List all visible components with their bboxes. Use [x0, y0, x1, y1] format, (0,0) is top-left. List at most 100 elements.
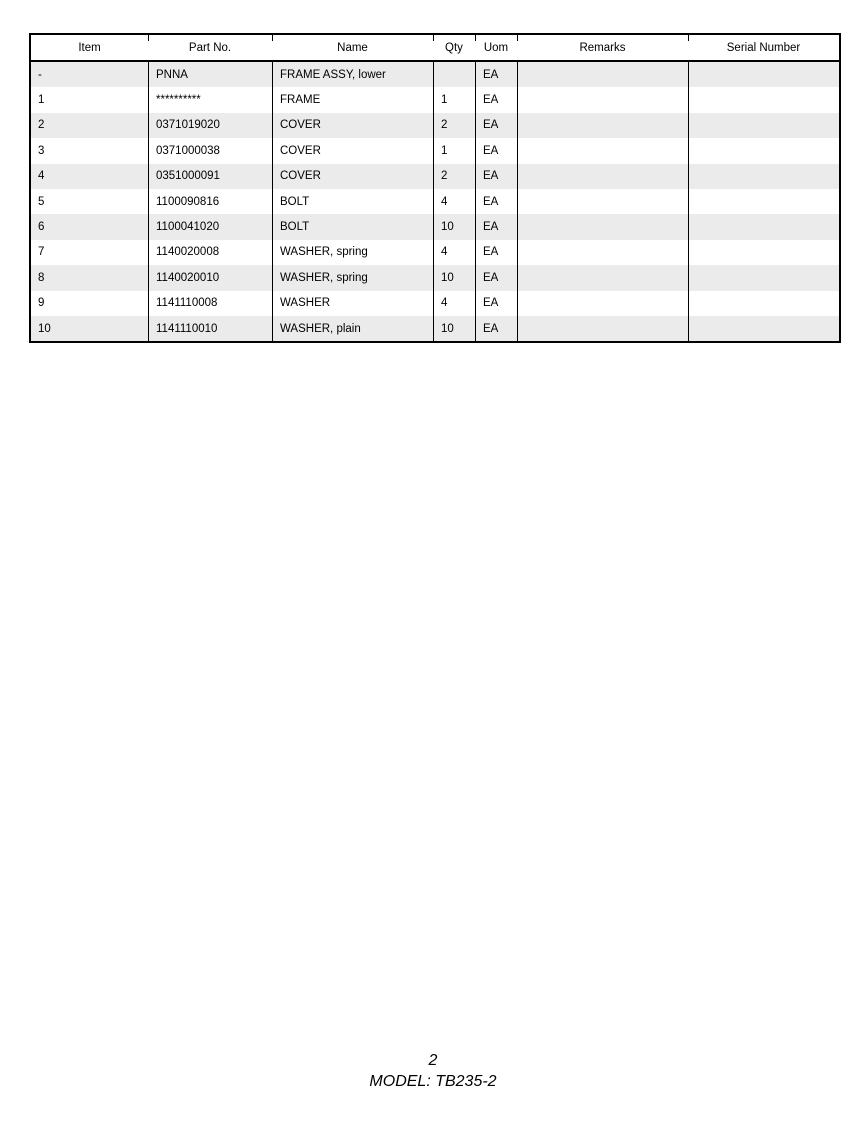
- cell-serial-number: [688, 239, 839, 266]
- cell-item: 3: [31, 138, 148, 164]
- page-footer: 2 MODEL: TB235-2: [0, 1050, 866, 1092]
- cell-qty: 4: [433, 188, 475, 215]
- table-header-row: Item Part No. Name Qty Uom Remarks Seria…: [31, 35, 839, 62]
- cell-serial-number: [688, 112, 839, 139]
- cell-uom: EA: [475, 239, 517, 266]
- cell-uom: EA: [475, 62, 517, 88]
- column-header-serial-number: Serial Number: [688, 35, 839, 62]
- cell-uom: EA: [475, 87, 517, 113]
- cell-name: WASHER: [272, 290, 433, 316]
- cell-item: 8: [31, 265, 148, 291]
- column-header-part-no: Part No.: [148, 35, 272, 62]
- cell-part-no: 0371000038: [148, 138, 272, 164]
- page-number: 2: [428, 1052, 438, 1069]
- cell-remarks: [517, 163, 688, 189]
- cell-uom: EA: [475, 138, 517, 164]
- column-header-qty: Qty: [433, 35, 475, 62]
- column-header-item: Item: [31, 35, 148, 62]
- cell-name: WASHER, spring: [272, 265, 433, 291]
- cell-item: 9: [31, 290, 148, 316]
- cell-uom: EA: [475, 265, 517, 291]
- cell-part-no: 1141110008: [148, 290, 272, 316]
- cell-name: FRAME: [272, 87, 433, 113]
- cell-part-no: 1100090816: [148, 188, 272, 215]
- cell-serial-number: [688, 138, 839, 164]
- cell-qty: 10: [433, 265, 475, 291]
- cell-item: 10: [31, 315, 148, 342]
- cell-remarks: [517, 138, 688, 164]
- cell-qty: 4: [433, 290, 475, 316]
- cell-qty: 2: [433, 163, 475, 189]
- cell-uom: EA: [475, 112, 517, 139]
- table-row: 8 1140020010 WASHER, spring 10 EA: [31, 265, 839, 291]
- cell-part-no: 1140020008: [148, 239, 272, 266]
- cell-item: 7: [31, 239, 148, 266]
- cell-item: 4: [31, 163, 148, 189]
- column-header-remarks: Remarks: [517, 35, 688, 62]
- cell-name: COVER: [272, 138, 433, 164]
- cell-part-no: 1140020010: [148, 265, 272, 291]
- cell-item: -: [31, 62, 148, 88]
- cell-name: COVER: [272, 112, 433, 139]
- cell-qty: 4: [433, 239, 475, 266]
- cell-remarks: [517, 62, 688, 88]
- cell-serial-number: [688, 188, 839, 215]
- cell-remarks: [517, 315, 688, 342]
- table-row: 5 1100090816 BOLT 4 EA: [31, 188, 839, 215]
- cell-serial-number: [688, 265, 839, 291]
- column-header-uom: Uom: [475, 35, 517, 62]
- cell-remarks: [517, 112, 688, 139]
- cell-item: 5: [31, 188, 148, 215]
- table-row: 7 1140020008 WASHER, spring 4 EA: [31, 239, 839, 266]
- cell-name: FRAME ASSY, lower: [272, 62, 433, 88]
- cell-serial-number: [688, 87, 839, 113]
- cell-serial-number: [688, 62, 839, 88]
- cell-item: 1: [31, 87, 148, 113]
- cell-uom: EA: [475, 188, 517, 215]
- cell-remarks: [517, 87, 688, 113]
- cell-serial-number: [688, 290, 839, 316]
- cell-serial-number: [688, 214, 839, 240]
- cell-qty: 1: [433, 138, 475, 164]
- table-row: 2 0371019020 COVER 2 EA: [31, 112, 839, 139]
- cell-item: 6: [31, 214, 148, 240]
- cell-name: WASHER, spring: [272, 239, 433, 266]
- table-row: 6 1100041020 BOLT 10 EA: [31, 214, 839, 240]
- cell-part-no: 0351000091: [148, 163, 272, 189]
- table-row: 4 0351000091 COVER 2 EA: [31, 163, 839, 189]
- cell-remarks: [517, 265, 688, 291]
- cell-qty: 1: [433, 87, 475, 113]
- table-row: 10 1141110010 WASHER, plain 10 EA: [31, 315, 839, 342]
- cell-item: 2: [31, 112, 148, 139]
- parts-table: Item Part No. Name Qty Uom Remarks Seria…: [29, 33, 841, 344]
- cell-serial-number: [688, 163, 839, 189]
- cell-part-no: 1141110010: [148, 315, 272, 342]
- cell-uom: EA: [475, 315, 517, 342]
- model-label: MODEL: TB235-2: [369, 1073, 497, 1090]
- cell-qty: 10: [433, 214, 475, 240]
- cell-qty: 2: [433, 112, 475, 139]
- cell-name: BOLT: [272, 214, 433, 240]
- cell-part-no: 0371019020: [148, 112, 272, 139]
- table-row: 3 0371000038 COVER 1 EA: [31, 138, 839, 164]
- cell-name: BOLT: [272, 188, 433, 215]
- table-body: - PNNA FRAME ASSY, lower EA 1 ********** FRAME…: [31, 62, 839, 342]
- table-row: 9 1141110008 WASHER 4 EA: [31, 290, 839, 316]
- cell-remarks: [517, 214, 688, 240]
- cell-remarks: [517, 239, 688, 266]
- cell-serial-number: [688, 315, 839, 342]
- cell-name: WASHER, plain: [272, 315, 433, 342]
- cell-remarks: [517, 188, 688, 215]
- table-row: - PNNA FRAME ASSY, lower EA: [31, 62, 839, 88]
- cell-part-no: 1100041020: [148, 214, 272, 240]
- cell-name: COVER: [272, 163, 433, 189]
- cell-uom: EA: [475, 214, 517, 240]
- cell-remarks: [517, 290, 688, 316]
- cell-qty: [433, 62, 475, 88]
- cell-uom: EA: [475, 163, 517, 189]
- column-header-name: Name: [272, 35, 433, 62]
- cell-part-no: **********: [148, 87, 272, 113]
- cell-uom: EA: [475, 290, 517, 316]
- cell-qty: 10: [433, 315, 475, 342]
